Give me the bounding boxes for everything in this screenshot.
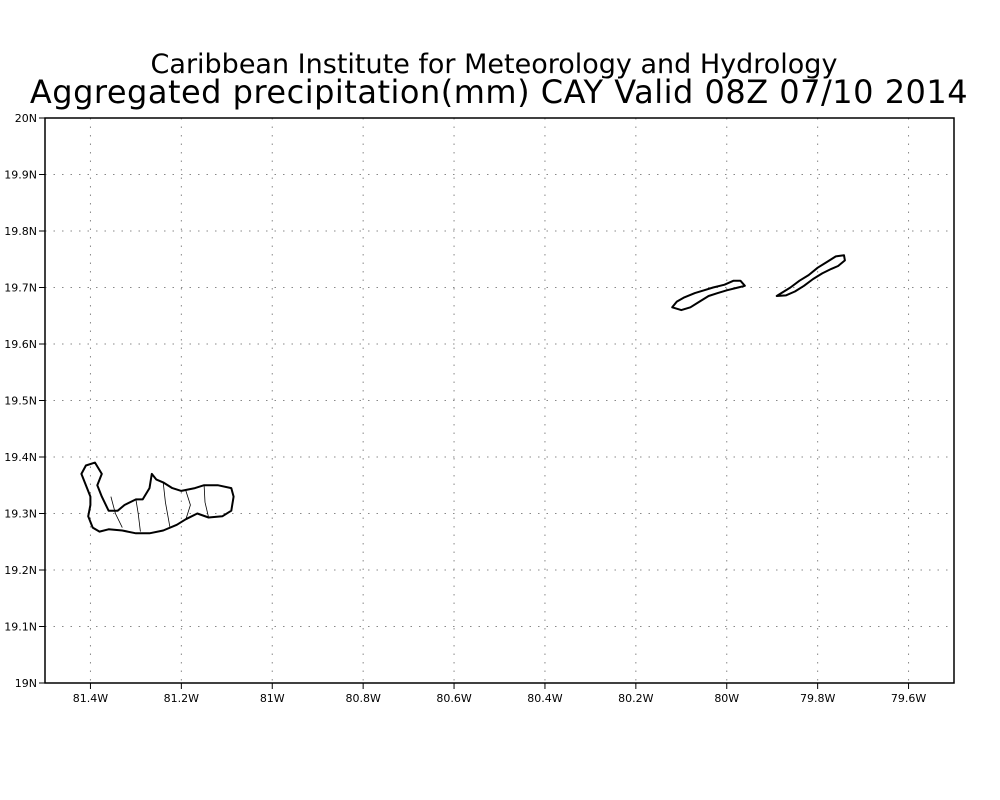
- grand-cayman-coastline: [80, 461, 235, 535]
- lon-tick-label: 81W: [260, 692, 285, 705]
- lat-tick-label: 19.5N: [4, 395, 37, 408]
- institute-title: Caribbean Institute for Meteorology and …: [150, 49, 838, 80]
- little-cayman-island: [671, 279, 746, 312]
- little-cayman-coastline: [671, 279, 746, 312]
- district-boundary: [185, 490, 191, 520]
- district-boundary: [110, 496, 123, 528]
- lat-tick-label: 19N: [15, 677, 37, 690]
- cayman-brac-island: [775, 254, 846, 297]
- lon-tick-label: 79.6W: [891, 692, 926, 705]
- lat-tick-label: 19.2N: [4, 564, 37, 577]
- lat-tick-label: 19.4N: [4, 451, 37, 464]
- lat-tick-label: 19.1N: [4, 621, 37, 634]
- lat-tick-label: 20N: [15, 112, 37, 125]
- axis-ticks: 81.4W 81.2W 81W 80.8W 80.6W 80.4W 80.2W 80W 79.8…: [4, 112, 926, 705]
- lon-tick-label: 80.6W: [436, 692, 471, 705]
- lon-tick-label: 80W: [714, 692, 739, 705]
- lon-tick-label: 80.4W: [527, 692, 562, 705]
- lat-tick-label: 19.7N: [4, 282, 37, 295]
- district-boundary: [203, 485, 209, 518]
- lon-tick-label: 80.8W: [345, 692, 380, 705]
- coastline-layer: [80, 254, 846, 535]
- product-title: Aggregated precipitation(mm) CAY Valid 0…: [29, 73, 969, 111]
- district-boundary: [135, 499, 141, 532]
- district-boundary: [162, 482, 171, 528]
- lon-tick-label: 81.2W: [164, 692, 199, 705]
- lat-tick-label: 19.8N: [4, 225, 37, 238]
- lat-tick-label: 19.9N: [4, 169, 37, 182]
- lon-tick-label: 81.4W: [73, 692, 108, 705]
- grand-cayman-island: [80, 461, 235, 535]
- cayman-brac-coastline: [775, 254, 846, 297]
- lat-tick-label: 19.3N: [4, 508, 37, 521]
- lon-tick-label: 79.8W: [800, 692, 835, 705]
- lat-tick-label: 19.6N: [4, 338, 37, 351]
- map-grid: [45, 118, 954, 683]
- lon-tick-label: 80.2W: [618, 692, 653, 705]
